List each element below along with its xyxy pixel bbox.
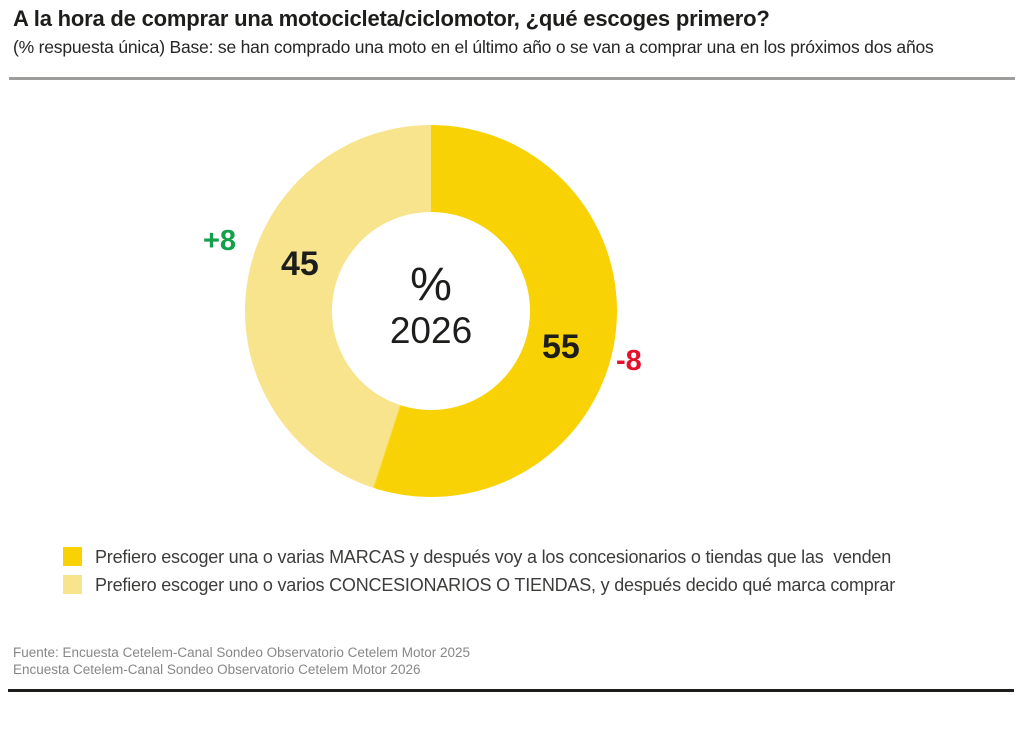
legend-swatch-concesionarios [63,575,82,594]
bottom-divider [8,689,1014,692]
source-line-2: Encuesta Cetelem-Canal Sondeo Observator… [13,662,421,677]
legend-label: Prefiero escoger una o varias MARCAS y d… [95,547,892,567]
delta-badge-concesionarios: +8 [203,225,237,257]
chart-title: A la hora de comprar una motocicleta/cic… [13,6,770,31]
segment-value-marcas: 55 [542,328,580,366]
legend-item: Prefiero escoger una o varias MARCAS y d… [63,547,895,567]
legend-item: Prefiero escoger uno o varios CONCESIONA… [63,575,895,595]
donut-center: % 2026 [332,212,530,410]
segment-value-concesionarios: 45 [281,245,319,283]
center-year-label: 2026 [389,309,473,351]
source-note: Fuente: Encuesta Cetelem-Canal Sondeo Ob… [13,644,470,678]
delta-badge-marcas: -8 [616,345,642,377]
chart-subtitle: (% respuesta única) Base: se han comprad… [13,37,934,57]
donut-ring: % 2026 [245,125,617,497]
chart-legend: Prefiero escoger una o varias MARCAS y d… [63,547,895,603]
legend-swatch-marcas [63,547,82,566]
legend-label: Prefiero escoger uno o varios CONCESIONA… [95,575,895,595]
source-line-1: Fuente: Encuesta Cetelem-Canal Sondeo Ob… [13,645,470,660]
top-divider [9,77,1015,80]
donut-center-text: % 2026 [390,260,472,349]
center-percent-label: % [410,256,452,310]
